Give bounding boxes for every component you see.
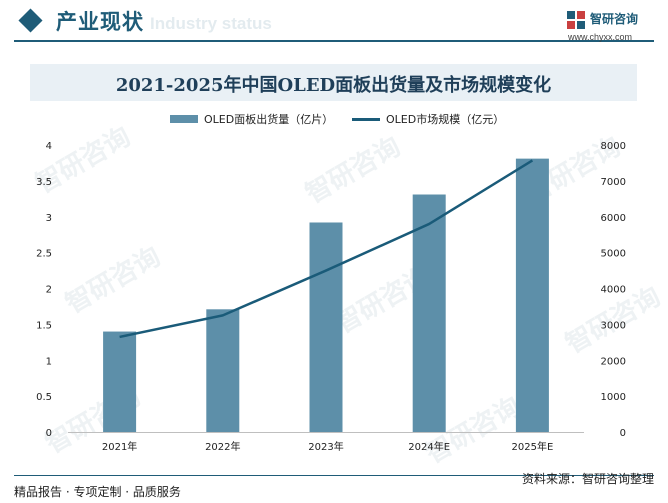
y-right-tick-7: 7000	[601, 177, 626, 188]
legend-swatch-bar	[170, 115, 198, 123]
section-title: 产业现状	[56, 10, 144, 34]
brand-url: www.chyxx.com	[568, 32, 633, 42]
page-footer: 精品报告 · 专项定制 · 品质服务 资料来源：智研咨询整理	[0, 468, 668, 503]
page-header: Industry status 产业现状 智研咨询 www.chyxx.com	[0, 0, 668, 46]
y-axis-left: 0 0.5 1 1.5 2 2.5 3 3.5 4	[36, 141, 52, 439]
bar-4	[515, 158, 549, 432]
y-left-tick-0: 0	[46, 428, 52, 439]
footer-divider	[14, 475, 654, 476]
y-right-tick-4: 4000	[601, 285, 626, 296]
header-ghost-text: Industry status	[150, 14, 272, 33]
bar-series	[103, 158, 549, 432]
brand-name: 智研咨询	[590, 12, 639, 26]
y-left-tick-3: 1.5	[36, 320, 52, 331]
chart-legend: OLED面板出货量（亿片） OLED市场规模（亿元）	[0, 111, 668, 129]
y-right-tick-3: 3000	[601, 320, 626, 331]
y-left-tick-8: 4	[46, 141, 52, 152]
x-tick-4: 2025年E	[512, 440, 554, 453]
x-axis: 2021年 2022年 2023年 2024年E 2025年E	[68, 432, 584, 453]
y-left-tick-5: 2.5	[36, 249, 52, 260]
x-tick-2: 2023年	[308, 440, 343, 453]
y-right-tick-0: 0	[620, 428, 626, 439]
y-right-tick-6: 6000	[601, 213, 626, 224]
y-axis-right: 0 1000 2000 3000 4000 5000 6000 7000 8000	[601, 141, 626, 439]
x-tick-0: 2021年	[102, 440, 137, 453]
bar-1	[206, 309, 240, 432]
y-right-tick-8: 8000	[601, 141, 626, 152]
chart-title-bar: 2021-2025年中国OLED面板出货量及市场规模变化	[30, 64, 637, 101]
y-left-tick-6: 3	[46, 213, 52, 224]
y-right-tick-5: 5000	[601, 249, 626, 260]
bar-3	[412, 194, 446, 432]
y-right-tick-2: 2000	[601, 356, 626, 367]
brand: 智研咨询 www.chyxx.com	[566, 8, 666, 42]
chart-title: 2021-2025年中国OLED面板出货量及市场规模变化	[115, 75, 552, 96]
x-tick-3: 2024年E	[408, 440, 450, 453]
y-left-tick-4: 2	[46, 285, 52, 296]
y-left-tick-1: 0.5	[36, 392, 52, 403]
y-right-tick-1: 1000	[601, 392, 626, 403]
bar-2	[309, 222, 343, 432]
y-left-tick-7: 3.5	[36, 177, 52, 188]
brand-logo-icon	[567, 11, 585, 29]
legend-swatch-line	[352, 117, 380, 121]
legend-label-line: OLED市场规模（亿元）	[386, 113, 505, 126]
header-divider	[14, 40, 654, 42]
y-left-tick-2: 1	[46, 356, 52, 367]
legend-label-bar: OLED面板出货量（亿片）	[204, 113, 334, 126]
legend-item-bar: OLED面板出货量（亿片）	[170, 111, 333, 127]
line-series	[119, 159, 534, 339]
footer-source: 资料来源：智研咨询整理	[521, 472, 654, 486]
bar-0	[103, 331, 137, 432]
footer-tagline: 精品报告 · 专项定制 · 品质服务	[14, 485, 181, 499]
legend-item-line: OLED市场规模（亿元）	[352, 111, 504, 127]
x-tick-1: 2022年	[205, 440, 240, 453]
